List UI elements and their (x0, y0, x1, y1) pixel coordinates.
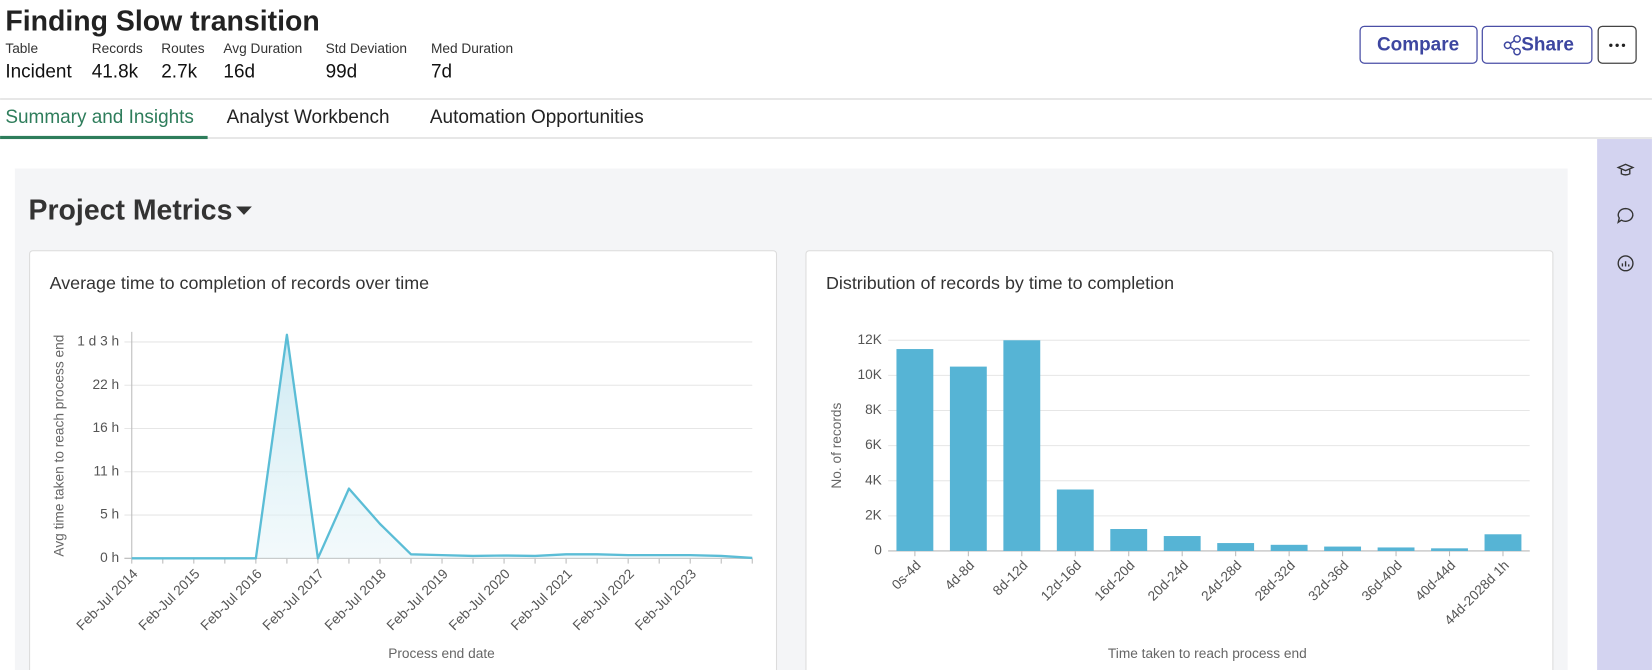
page-title: Finding Slow transition (5, 6, 319, 38)
sidebar-icons (1616, 163, 1635, 272)
share-button[interactable] (1481, 25, 1593, 64)
y-tick-label: 2K (865, 507, 882, 522)
x-axis-title: Process end date (388, 646, 495, 661)
chart-title: Average time to completion of records ov… (50, 273, 430, 293)
y-tick-label: 12K (857, 332, 881, 347)
stats: Table Incident Records 41.8k Routes 2.7k Avg D… (5, 41, 513, 83)
more-icon (1609, 43, 1626, 47)
bar (1163, 536, 1201, 551)
y-tick-label: 22 h (92, 377, 119, 392)
share-label: Share (1521, 34, 1574, 55)
y-tick-label: 5 h (100, 507, 119, 522)
dropdown-caret[interactable] (236, 206, 252, 215)
stat-label: Table (5, 41, 38, 56)
stat-label: Med Duration (431, 41, 513, 56)
y-tick-label: 6K (865, 437, 882, 452)
share-icon (1503, 35, 1521, 56)
tab[interactable]: Summary and Insights (5, 107, 194, 128)
bar (1056, 489, 1094, 551)
y-tick-label: 0 h (100, 550, 119, 565)
bar (896, 349, 934, 551)
y-axis-title: No. of records (829, 402, 844, 488)
chart-card (29, 250, 778, 670)
y-tick-label: 4K (865, 472, 882, 487)
y-axis-title: Avg time taken to reach process end (52, 335, 67, 557)
stat-value: 16d (223, 62, 255, 83)
stat-value: 7d (431, 62, 452, 83)
y-tick-label: 1 d 3 h (77, 334, 119, 349)
y-tick-label: 16 h (92, 420, 119, 435)
y-tick-label: 10K (857, 367, 881, 382)
compare-label: Compare (1377, 34, 1459, 55)
compare-button[interactable] (1359, 25, 1478, 64)
stat-value: Incident (5, 62, 72, 83)
tab[interactable]: Analyst Workbench (227, 107, 390, 128)
bar (1003, 340, 1041, 551)
chart-title: Distribution of records by time to compl… (826, 273, 1174, 293)
stat-value: 99d (326, 62, 358, 83)
stat-value: 41.8k (92, 62, 139, 83)
bar (1377, 547, 1415, 551)
tab[interactable]: Automation Opportunities (430, 107, 644, 128)
chart-card (805, 250, 1554, 670)
bar (1217, 543, 1255, 551)
bar (1270, 544, 1308, 551)
stat-label: Routes (161, 41, 205, 56)
bar (1324, 546, 1362, 551)
bar (1431, 548, 1468, 551)
y-tick-label: 8K (865, 402, 882, 417)
y-tick-label: 0 (874, 543, 882, 558)
stat-label: Avg Duration (223, 41, 302, 56)
stat-value: 2.7k (161, 62, 197, 83)
bar (1484, 534, 1522, 551)
right-sidebar (1597, 139, 1652, 670)
section-title: Project Metrics (29, 194, 233, 226)
line (131, 333, 753, 560)
stat-label: Records (92, 41, 143, 56)
active-tab-indicator (0, 135, 208, 140)
bar (949, 366, 987, 551)
bar (1110, 529, 1148, 551)
y-tick-label: 11 h (94, 463, 120, 478)
stat-label: Std Deviation (326, 41, 407, 56)
x-axis-title: Time taken to reach process end (1108, 646, 1307, 661)
area (131, 334, 753, 559)
